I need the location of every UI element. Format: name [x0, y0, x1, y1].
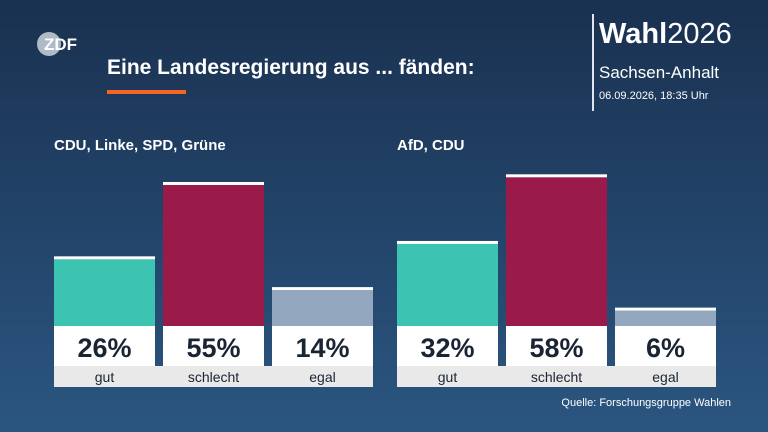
value-label: 58%	[529, 333, 583, 363]
value-box	[506, 326, 607, 366]
value-box	[397, 326, 498, 366]
bar-gut	[54, 259, 155, 326]
brand-title: Wahl2026	[599, 20, 732, 49]
bar-top-line	[506, 174, 607, 178]
brand-title-year: 2026	[667, 18, 732, 50]
logo-text: ZDF	[44, 35, 77, 54]
bar-top-line	[615, 307, 716, 311]
value-box	[615, 326, 716, 366]
value-label: 6%	[646, 333, 685, 363]
chart-title: Eine Landesregierung aus ... fänden:	[107, 56, 475, 79]
bar-top-line	[163, 182, 264, 185]
bar-gut	[397, 243, 498, 326]
title-accent-line	[107, 90, 186, 94]
category-label: egal	[309, 369, 335, 385]
brand-divider	[592, 14, 594, 111]
bar-schlecht	[163, 185, 264, 326]
category-label: gut	[95, 369, 115, 385]
value-label: 32%	[420, 333, 474, 363]
group-label-1: CDU, Linke, SPD, Grüne	[54, 137, 226, 154]
category-box	[272, 366, 373, 387]
group-label-2: AfD, CDU	[397, 137, 465, 154]
zdf-logo: ZDF	[37, 32, 77, 56]
brand-region: Sachsen-Anhalt	[599, 63, 720, 82]
brand-date: 06.09.2026, 18:35 Uhr	[599, 90, 709, 102]
bar-top-line	[272, 287, 373, 291]
category-label: egal	[652, 369, 678, 385]
value-box	[272, 326, 373, 366]
bar-egal	[615, 310, 716, 326]
category-label: gut	[438, 369, 458, 385]
category-label: schlecht	[531, 369, 582, 385]
bar-top-line	[54, 256, 155, 260]
value-label: 26%	[77, 333, 131, 363]
category-box	[397, 366, 506, 387]
category-label: schlecht	[188, 369, 239, 385]
source-note: Quelle: Forschungsgruppe Wahlen	[561, 397, 731, 409]
category-box	[506, 366, 615, 387]
value-label: 14%	[295, 333, 349, 363]
category-box	[54, 366, 163, 387]
bar-schlecht	[506, 177, 607, 326]
value-label: 55%	[186, 333, 240, 363]
category-box	[615, 366, 716, 387]
value-box	[163, 326, 264, 366]
bar-top-line	[397, 240, 498, 244]
brand-title-word: Wahl	[599, 18, 668, 50]
value-box	[54, 326, 155, 366]
bar-egal	[272, 290, 373, 326]
category-box	[163, 366, 272, 387]
